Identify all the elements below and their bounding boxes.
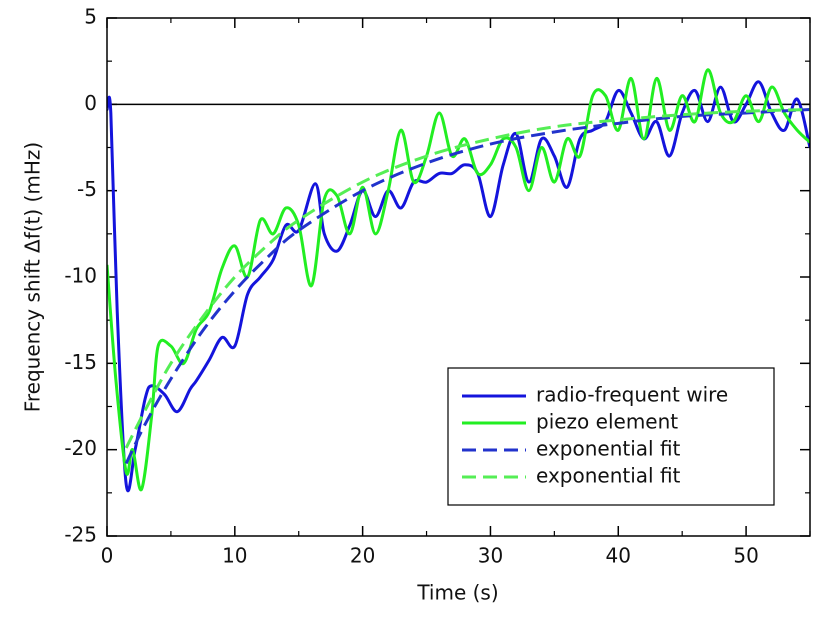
plot-frame: [106, 17, 811, 537]
x-tick-label: 20: [350, 544, 375, 568]
series-line: [124, 108, 810, 465]
x-tick-label: 50: [733, 544, 758, 568]
x-tick-label: 0: [101, 544, 114, 568]
series-line: [107, 80, 810, 493]
legend-label: piezo element: [536, 410, 678, 434]
y-tick-label: -20: [64, 436, 97, 460]
plot-area: [107, 68, 810, 493]
series-line: [107, 68, 810, 491]
y-axis-label: Frequency shift Δf(t) (mHz): [21, 142, 45, 412]
legend-label: exponential fit: [536, 437, 681, 461]
x-axis-label: Time (s): [416, 581, 498, 605]
series-line: [124, 108, 810, 449]
y-tick-label: -10: [64, 264, 97, 288]
y-tick-label: -15: [64, 350, 97, 374]
y-tick-label: 0: [84, 91, 97, 115]
x-tick-label: 40: [606, 544, 631, 568]
y-tick-label: -5: [77, 177, 97, 201]
legend-label: radio-frequent wire: [536, 383, 728, 407]
y-tick-label: 5: [84, 5, 97, 29]
legend-box: [447, 367, 775, 506]
legend-label: exponential fit: [536, 464, 681, 488]
x-tick-label: 10: [222, 544, 247, 568]
y-tick-label: -25: [64, 523, 97, 547]
x-tick-label: 30: [478, 544, 503, 568]
